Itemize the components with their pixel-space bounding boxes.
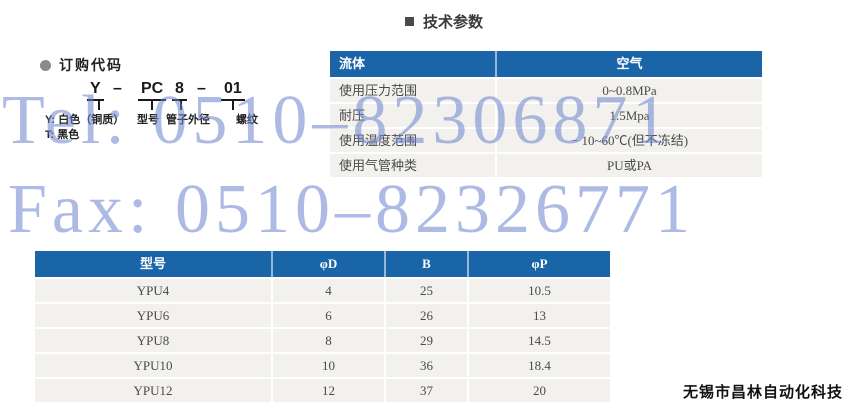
column-divider — [467, 379, 469, 402]
spec-header-d: φD — [319, 256, 338, 271]
tech-row-label: 使用温度范围 — [339, 133, 418, 148]
column-divider — [467, 329, 469, 352]
legend-tube-od: 管子外径 — [166, 114, 210, 126]
code-tick-line — [151, 99, 153, 110]
spec-header-p: φP — [531, 256, 548, 271]
column-divider — [467, 251, 469, 277]
ordering-code-heading: 订购代码 — [40, 55, 123, 75]
table-row: YPU8 8 29 14.5 — [35, 329, 610, 352]
table-row: YPU4 4 25 10.5 — [35, 279, 610, 302]
column-divider — [384, 304, 386, 327]
spec-cell-d: 8 — [325, 333, 332, 348]
table-row: 使用温度范围 − 10~60℃(但不冻结) — [330, 129, 762, 152]
ordering-code-section: 订购代码 Y – PC 8 – 01 Y: 白色（铜质） T: 黑色 型号 管子… — [0, 0, 320, 160]
spec-cell-model: YPU4 — [136, 283, 170, 298]
tech-row-label: 使用气管种类 — [339, 158, 418, 173]
spec-cell-p: 10.5 — [528, 283, 551, 298]
table-row: 使用气管种类 PU或PA — [330, 154, 762, 177]
column-divider — [271, 379, 273, 402]
column-divider — [271, 329, 273, 352]
tech-params-table: 流体 空气 使用压力范围 0~0.8MPa 耐压 1.5Mpa 使用温度范围 −… — [330, 51, 762, 177]
code-part-color: Y — [87, 80, 104, 101]
column-divider — [384, 354, 386, 377]
table-row: 耐压 1.5Mpa — [330, 104, 762, 127]
tech-row-label: 耐压 — [339, 108, 366, 123]
tech-row-value: 1.5Mpa — [609, 108, 650, 123]
table-row: YPU6 6 26 13 — [35, 304, 610, 327]
column-divider — [384, 379, 386, 402]
column-divider — [495, 79, 497, 102]
tech-params-header-row: 流体 空气 — [330, 51, 762, 77]
column-divider — [467, 354, 469, 377]
spec-cell-d: 4 — [325, 283, 332, 298]
spec-cell-b: 25 — [420, 283, 433, 298]
code-tick-line — [180, 99, 182, 110]
tech-row-value: − 10~60℃(但不冻结) — [570, 133, 689, 148]
column-divider — [495, 104, 497, 127]
code-part-thread: 01 — [221, 80, 245, 101]
column-divider — [495, 129, 497, 152]
column-divider — [271, 304, 273, 327]
code-part-size: 8 — [172, 80, 187, 101]
spec-header-row: 型号 φD B φP — [35, 251, 610, 277]
column-divider — [495, 154, 497, 177]
spec-cell-p: 20 — [533, 383, 546, 398]
spec-cell-model: YPU10 — [133, 358, 173, 373]
fax-watermark: Fax: 0510–82326771 — [8, 171, 695, 248]
square-bullet-icon — [405, 17, 414, 26]
legend-color-black: T: 黑色 — [45, 129, 80, 141]
circle-bullet-icon — [40, 59, 51, 71]
column-divider — [467, 304, 469, 327]
column-divider — [467, 279, 469, 302]
model-spec-table: 型号 φD B φP YPU4 4 25 10.5 YPU6 6 26 13 Y… — [35, 251, 610, 402]
table-row: YPU10 10 36 18.4 — [35, 354, 610, 377]
column-divider — [384, 279, 386, 302]
column-divider — [271, 279, 273, 302]
spec-header-model: 型号 — [139, 256, 166, 271]
spec-cell-p: 18.4 — [528, 358, 551, 373]
spec-cell-model: YPU6 — [136, 308, 170, 323]
tech-row-value: 0~0.8MPa — [602, 83, 657, 98]
spec-cell-d: 12 — [322, 383, 335, 398]
spec-cell-model: YPU12 — [133, 383, 173, 398]
spec-cell-b: 36 — [420, 358, 433, 373]
tech-row-label: 使用压力范围 — [339, 83, 418, 98]
table-row: 使用压力范围 0~0.8MPa — [330, 79, 762, 102]
column-divider — [271, 251, 273, 277]
legend-model: 型号 — [137, 114, 159, 126]
column-divider — [384, 329, 386, 352]
spec-cell-model: YPU8 — [136, 333, 170, 348]
code-tick-line — [98, 99, 100, 110]
column-divider — [495, 51, 497, 77]
page-title: 技术参数 — [405, 11, 483, 32]
tech-header-fluid: 流体 — [339, 56, 366, 71]
spec-cell-p: 14.5 — [528, 333, 551, 348]
spec-cell-b: 26 — [420, 308, 433, 323]
code-part-model: PC — [138, 80, 167, 101]
company-name: 无锡市昌林自动化科技 — [683, 384, 844, 401]
spec-cell-d: 6 — [325, 308, 332, 323]
spec-cell-d: 10 — [322, 358, 335, 373]
spec-cell-p: 13 — [533, 308, 546, 323]
tech-row-value: PU或PA — [606, 158, 653, 173]
spec-cell-b: 37 — [420, 383, 433, 398]
code-tick-line — [232, 99, 234, 110]
column-divider — [384, 251, 386, 277]
spec-cell-b: 29 — [420, 333, 433, 348]
code-dash-1: – — [113, 80, 122, 97]
code-dash-2: – — [197, 80, 206, 97]
table-row: YPU12 12 37 20 — [35, 379, 610, 402]
ordering-code-heading-text: 订购代码 — [59, 57, 123, 73]
column-divider — [271, 354, 273, 377]
page-title-text: 技术参数 — [423, 14, 484, 31]
tech-header-air: 空气 — [616, 56, 643, 71]
spec-header-b: B — [422, 256, 431, 271]
legend-thread: 螺纹 — [236, 114, 258, 126]
legend-color-white: Y: 白色（铜质） — [45, 114, 125, 126]
